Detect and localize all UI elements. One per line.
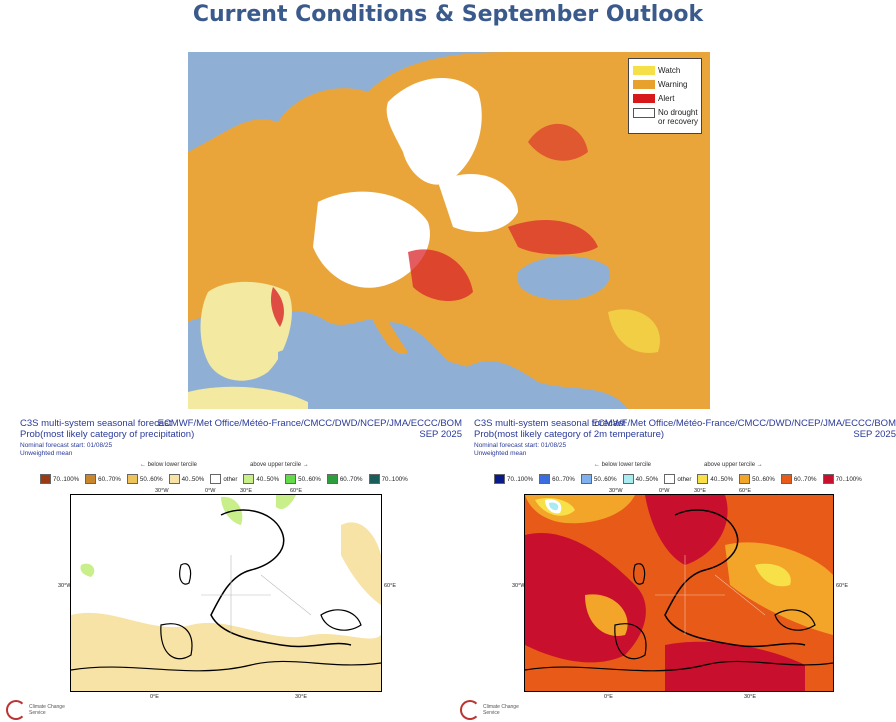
temp-centres: ECMWF/Met Office/Météo-France/CMCC/DWD/N… — [591, 418, 896, 429]
temp-cat: 50..60% — [580, 474, 617, 484]
drought-map — [188, 52, 710, 409]
precip-map — [70, 494, 382, 692]
legend-no-drought: No drought or recovery — [633, 108, 698, 126]
temp-lon-bottom: 0°E — [604, 694, 613, 700]
precip-lat-left: 30°W — [58, 583, 72, 589]
legend-alert: Alert — [633, 94, 674, 103]
precip-lon-bottom: 30°E — [295, 694, 307, 700]
temp-map — [524, 494, 834, 692]
mediterranean — [278, 340, 518, 409]
legend-watch: Watch — [633, 66, 680, 75]
page-title: Current Conditions & September Outlook — [192, 2, 704, 27]
drought-legend: Watch Warning Alert No drought or recove… — [628, 58, 702, 134]
temp-cat: 60..70% — [780, 474, 817, 484]
italy — [367, 297, 408, 354]
uk — [279, 158, 310, 214]
precip-c3s-logo: Climate Change Service — [6, 700, 69, 720]
precip-lon-label: 0°W — [205, 488, 216, 494]
temp-cat: other — [664, 474, 691, 484]
temp-cat: 60..70% — [539, 474, 575, 484]
precip-below-label: ← below lower tercile — [140, 462, 198, 468]
temp-lon-label: 60°E — [739, 488, 751, 494]
temp-title-2: Prob(most likely category of 2m temperat… — [474, 429, 665, 440]
temp-month: SEP 2025 — [853, 429, 896, 440]
precip-month: SEP 2025 — [419, 429, 462, 440]
temp-cat: 50..60% — [739, 474, 775, 484]
precip-lon-label: 30°W — [155, 488, 169, 494]
temp-lon-bottom: 30°E — [744, 694, 756, 700]
temp-above-label: above upper tercile → — [704, 462, 763, 468]
precip-cat: 50..60% — [285, 474, 321, 484]
temp-c3s-logo: Climate Change Service — [460, 700, 523, 720]
black-sea — [517, 256, 610, 301]
temp-cat: 40..50% — [697, 474, 733, 484]
precip-lon-label: 30°E — [240, 488, 252, 494]
precip-category-legend: 70..100% 60..70% 50..60% 40..50% other 4… — [40, 474, 408, 484]
precipitation-panel: C3S multi-system seasonal forecast Prob(m… — [6, 418, 462, 722]
precip-lat-right: 60°E — [384, 583, 396, 589]
c3s-logo-icon — [460, 700, 480, 720]
c3s-logo-icon — [6, 700, 26, 720]
legend-warning: Warning — [633, 80, 688, 89]
temp-lon-label: 30°E — [694, 488, 706, 494]
precip-lon-bottom: 0°E — [150, 694, 159, 700]
precip-meta: Nominal forecast start: 01/08/25 Unweight… — [20, 442, 113, 457]
temp-category-legend: 70..100% 60..70% 50..60% 40..50% other 4… — [494, 474, 862, 484]
precip-cat: 60..70% — [85, 474, 121, 484]
temp-below-label: ← below lower tercile — [594, 462, 652, 468]
precip-above-label: above upper tercile → — [250, 462, 309, 468]
precip-title-2: Prob(most likely category of precipitati… — [20, 429, 195, 440]
temp-title-1: C3S multi-system seasonal forecast — [474, 418, 626, 429]
precip-cat: 50..60% — [126, 474, 163, 484]
precip-map-svg — [71, 495, 381, 691]
iberia — [200, 281, 292, 381]
precip-cat: 40..50% — [168, 474, 204, 484]
temp-lat-left: 30°W — [512, 583, 526, 589]
precip-cat: 70..100% — [368, 474, 408, 484]
precip-cat: 60..70% — [326, 474, 363, 484]
temp-lon-label: 0°W — [659, 488, 670, 494]
precip-cat: 70..100% — [40, 474, 79, 484]
temp-map-svg — [525, 495, 833, 691]
temp-meta: Nominal forecast start: 01/08/25 Unweight… — [474, 442, 567, 457]
precip-title-1: C3S multi-system seasonal forecast — [20, 418, 172, 429]
precip-cat: other — [210, 474, 237, 484]
precip-centres: ECMWF/Met Office/Météo-France/CMCC/DWD/N… — [157, 418, 462, 429]
temp-cat: 40..50% — [622, 474, 658, 484]
temp-cat: 70..100% — [494, 474, 533, 484]
temp-cat: 70..100% — [822, 474, 862, 484]
scandinavia — [386, 78, 482, 185]
temp-lon-label: 30°W — [609, 488, 623, 494]
temperature-panel: C3S multi-system seasonal forecast Prob(m… — [460, 418, 896, 722]
precip-lon-label: 60°E — [290, 488, 302, 494]
precip-cat: 40..50% — [243, 474, 279, 484]
temp-lat-right: 60°E — [836, 583, 848, 589]
